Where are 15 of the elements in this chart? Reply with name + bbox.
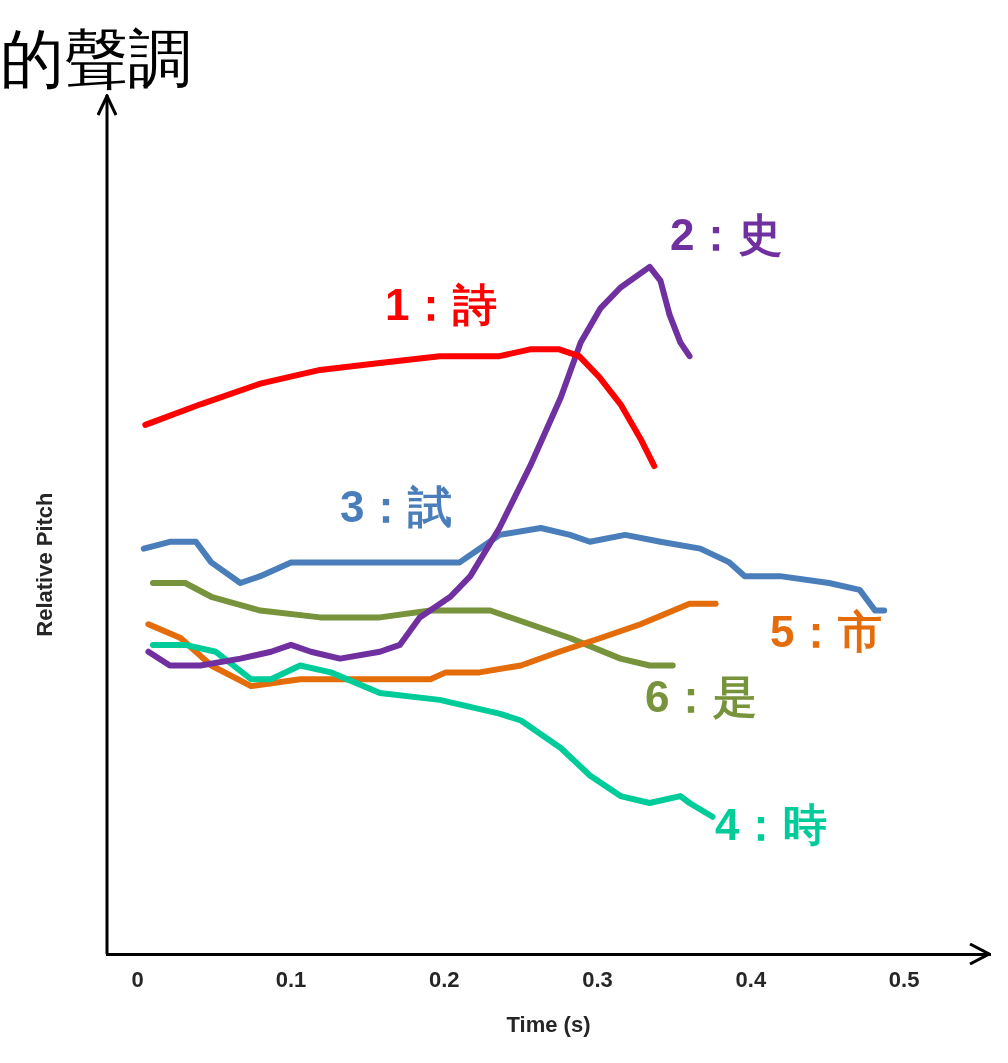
series-label: 4：時 <box>715 800 828 850</box>
series-label: 6：是 <box>645 672 758 722</box>
series-label: 2：史 <box>670 210 783 260</box>
series-label: 1：詩 <box>385 280 498 330</box>
x-tick-label: 0.2 <box>428 967 460 993</box>
y-axis-title: Relative Pitch <box>32 492 58 637</box>
x-tick-label: 0.3 <box>582 967 613 993</box>
x-tick-label: 0.5 <box>888 967 920 993</box>
x-tick-label: 0.1 <box>275 967 307 993</box>
x-axis-title: Time (s) <box>506 1011 591 1037</box>
series-label: 3：試 <box>340 482 453 532</box>
chart-title: 的聲調 <box>0 23 192 97</box>
x-tick-label: 0 <box>131 967 144 993</box>
x-tick-label: 0.4 <box>735 967 767 993</box>
series-label: 5：市 <box>770 607 883 657</box>
